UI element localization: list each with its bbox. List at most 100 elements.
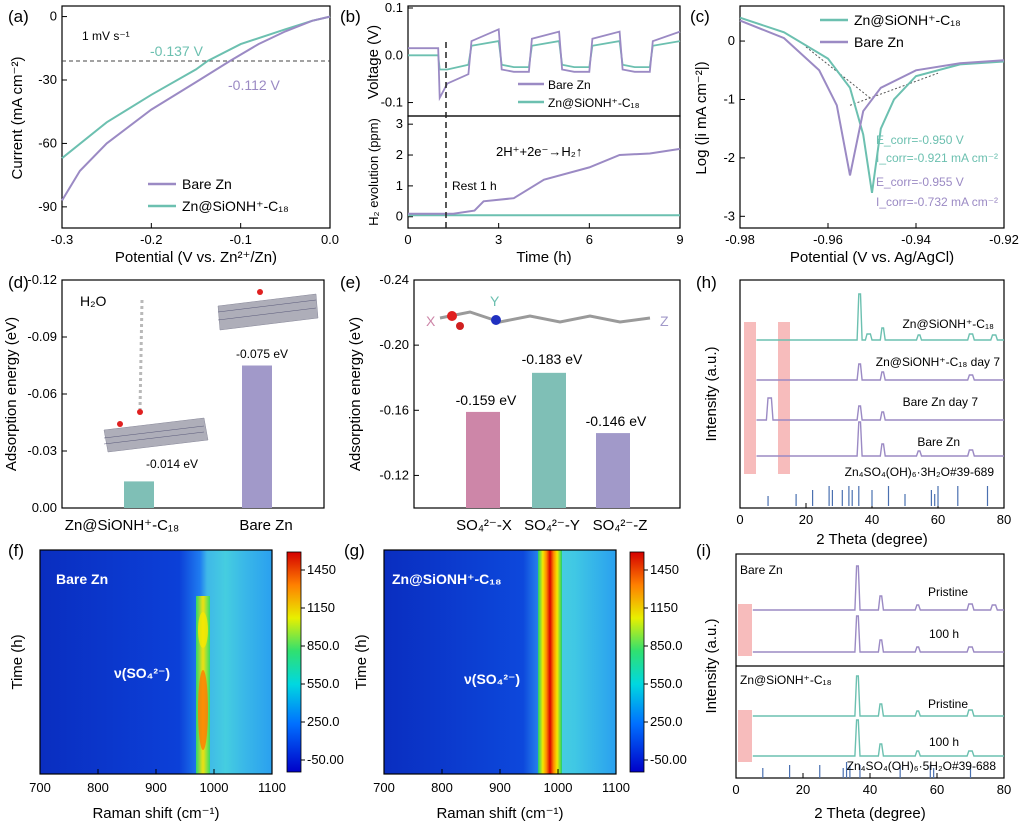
b-voltage-bare-zn xyxy=(408,27,681,102)
g-ticks-xtick-label: 700 xyxy=(373,780,395,795)
g-ticks-cbar-label: 1150 xyxy=(650,600,678,615)
legend-coated-b: Zn@SiONH⁺-C₁₈ xyxy=(548,96,640,110)
e-ytick-label: -0.20 xyxy=(379,337,409,352)
panel-label-b: (b) xyxy=(340,7,361,26)
i-label-100h-2: 100 h xyxy=(929,735,959,749)
b-ylabel-bottom: H₂ evolution (ppm) xyxy=(366,118,381,226)
g-ticks: 700 800 900 1000 1100 1450 1150 850.0 550.0 250.0… xyxy=(373,562,687,795)
g-ticks-cbar-label: 550.0 xyxy=(650,676,683,691)
a-xtick-label: -0.3 xyxy=(51,232,73,247)
a-ytick-label: -30 xyxy=(38,72,57,87)
i-ticks: 0 20 40 60 80 xyxy=(732,773,1011,797)
h-lines xyxy=(756,293,1004,506)
panel-a: (a) 1 mV s⁻¹ -0.3 -0.2 -0.1 0.0 -90 -60 -30 0 -… xyxy=(8,5,339,266)
e-ticks: -0.24 -0.20 -0.16 -0.12 xyxy=(379,272,419,482)
colorbar-g xyxy=(629,551,645,773)
d-ytick-label: -0.12 xyxy=(27,272,57,287)
legend-coated-c: Zn@SiONH⁺-C₁₈ xyxy=(854,12,961,28)
colorbar-f xyxy=(286,551,302,773)
i-reference-label: Zn₄SO₄(OH)₆·5H₂O#39-688 xyxy=(847,759,997,773)
e-bar xyxy=(466,411,500,508)
i-trace-bare-100h xyxy=(752,615,1004,653)
b-ytick-top-label: -0.1 xyxy=(381,95,403,110)
reaction-label: 2H⁺+2e⁻→H₂↑ xyxy=(496,144,582,159)
f-ticks: 700 800 900 1000 1100 1450 1150 850.0 550.0 250.0… xyxy=(29,562,344,795)
i-label-pristine-1: Pristine xyxy=(928,585,968,599)
c-ytick-label: -3 xyxy=(723,208,735,223)
e-cat-3: SO₄²⁻-Z xyxy=(593,517,648,534)
icorr-coated: I_corr=-0.921 mA cm⁻² xyxy=(876,151,998,165)
i-label-100h-1: 100 h xyxy=(929,627,959,641)
panel-label-c: (c) xyxy=(690,7,710,26)
ecorr-bare: E_corr=-0.955 V xyxy=(876,175,964,189)
panel-label-a: (a) xyxy=(8,7,29,26)
b-h2-bare-zn xyxy=(408,147,681,215)
d-ytick-label: -0.06 xyxy=(27,386,57,401)
inset-label-z: Z xyxy=(660,313,669,329)
h-reference-label: Zn₄SO₄(OH)₆·3H₂O#39-689 xyxy=(845,465,995,479)
ecorr-coated: E_corr=-0.950 V xyxy=(876,133,964,147)
a-line-bare-zn xyxy=(61,15,331,202)
i-highlight-2 xyxy=(738,710,752,762)
a-xlabel: Potential (V vs. Zn²⁺/Zn) xyxy=(115,249,277,266)
d-ticks: -0.12 -0.09 -0.06 -0.03 0.00 xyxy=(27,272,67,515)
c-xlabel: Potential (V vs. Ag/AgCl) xyxy=(790,249,954,266)
f-ticks-cbar-label: -50.00 xyxy=(307,752,344,767)
i-ylabel: Intensity (a.u.) xyxy=(703,618,720,713)
panel-g: (g) Zn@SiONH⁺-C₁₈ ν(SO₄²⁻) 700 800 900 1000… xyxy=(344,541,687,822)
a-xtick-label: 0.0 xyxy=(321,232,339,247)
inset-label-x: X xyxy=(426,313,436,329)
h-highlight-2 xyxy=(778,322,790,474)
i-group-2: Zn@SiONH⁺-C₁₈ xyxy=(740,673,832,687)
i-label-pristine-2: Pristine xyxy=(928,697,968,711)
h-label-1: Zn@SiONH⁺-C₁₈ xyxy=(902,317,994,331)
g-ylabel: Time (h) xyxy=(353,634,370,689)
e-cat-2: SO₄²⁻-Y xyxy=(524,517,580,534)
panel-label-h: (h) xyxy=(696,273,717,292)
panel-label-d: (d) xyxy=(8,273,29,292)
d-value-2: -0.075 eV xyxy=(236,347,288,361)
g-ticks-xtick-label: 1100 xyxy=(602,780,630,795)
h-ylabel: Intensity (a.u.) xyxy=(703,346,720,441)
f-ticks-cbar-label: 250.0 xyxy=(307,714,340,729)
g-ticks-cbar-label: 850.0 xyxy=(650,638,683,653)
b-ytick-top-label: 0.1 xyxy=(385,0,403,15)
inset-label-y: Y xyxy=(490,293,500,309)
h-xlabel: 2 Theta (degree) xyxy=(816,531,927,548)
h-xtick-label: 60 xyxy=(931,512,945,527)
h-trace-2 xyxy=(756,363,1004,381)
d-ytick-label: -0.03 xyxy=(27,443,57,458)
axes-b-bottom xyxy=(407,115,681,229)
b-ylabel-top: Voltage (V) xyxy=(365,25,382,99)
h-ticks: 0 20 40 60 80 xyxy=(736,503,1011,527)
d-ytick-label: 0.00 xyxy=(32,500,57,515)
g-ticks-cbar-label: -50.00 xyxy=(650,752,687,767)
b-xtick-label: 0 xyxy=(404,232,411,247)
a-xtick-label: -0.2 xyxy=(140,232,162,247)
scan-rate-label: 1 mV s⁻¹ xyxy=(82,29,130,43)
h-label-2: Zn@SiONH⁺-C₁₈ day 7 xyxy=(876,355,1001,369)
h-xtick-label: 0 xyxy=(736,512,743,527)
a-lines xyxy=(61,15,331,202)
e-value-3: -0.146 eV xyxy=(586,413,647,429)
heatmap-f xyxy=(40,550,272,774)
c-ytick-label: -2 xyxy=(723,150,735,165)
d-ytick-label: -0.09 xyxy=(27,329,57,344)
c-ytick-label: -1 xyxy=(723,91,735,106)
h-trace-3 xyxy=(756,397,1004,421)
teal-onset-label: -0.137 V xyxy=(150,43,204,59)
i-xlabel: 2 Theta (degree) xyxy=(814,805,925,822)
panel-h: (h) 0 20 40 60 80 Zn@SiONH⁺-C₁₈ Zn@SiONH⁺-C₁… xyxy=(696,273,1011,548)
b-ytick-bottom-label: 2 xyxy=(396,147,403,162)
c-xtick-label: -0.96 xyxy=(813,232,843,247)
panel-label-g: (g) xyxy=(344,541,365,560)
i-trace-coated-100h xyxy=(752,719,1004,757)
f-ticks-cbar-label: 1450 xyxy=(307,562,336,577)
legend-bare-zn-b: Bare Zn xyxy=(548,78,591,92)
c-ytick-label: 0 xyxy=(728,33,735,48)
heatmap-f-hotspot-1 xyxy=(198,612,208,648)
g-ticks-cbar-label: 250.0 xyxy=(650,714,683,729)
c-xtick-label: -0.92 xyxy=(989,232,1019,247)
e-ytick-label: -0.16 xyxy=(379,402,409,417)
i-trace-coated-pristine xyxy=(752,675,1004,717)
